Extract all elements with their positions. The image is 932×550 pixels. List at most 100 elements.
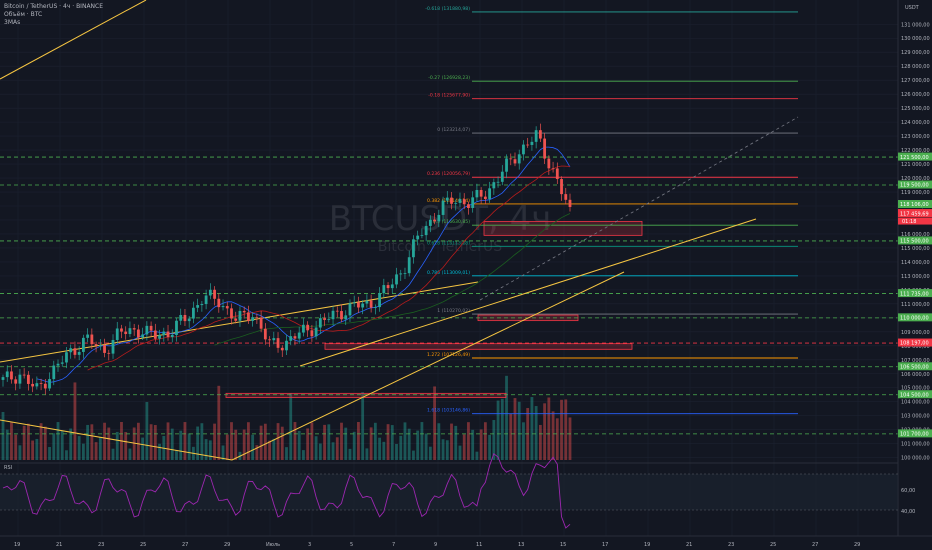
volume-bar xyxy=(272,438,276,460)
volume-bar xyxy=(382,441,386,460)
candle xyxy=(361,303,365,308)
volume-bar xyxy=(475,451,479,460)
volume-bar xyxy=(285,447,288,460)
candle xyxy=(107,352,111,354)
volume-bar xyxy=(196,426,200,460)
price-tick: 120 000,00 xyxy=(901,176,930,182)
volume-bar xyxy=(35,438,39,460)
candle xyxy=(39,383,43,384)
candle xyxy=(69,348,73,353)
volume-bar xyxy=(149,424,153,460)
time-tick: 19 xyxy=(14,542,20,548)
candle xyxy=(120,328,123,332)
fib-label: 1.272 (107126,49) xyxy=(427,352,470,358)
volume-bar xyxy=(77,436,81,460)
candle xyxy=(145,325,149,335)
candle xyxy=(458,199,462,203)
candle xyxy=(416,235,420,240)
time-tick: 9 xyxy=(434,542,437,548)
candle xyxy=(10,371,13,380)
time-tick: 25 xyxy=(770,542,776,548)
price-tag xyxy=(898,289,932,298)
candle xyxy=(103,345,106,353)
volume-bar xyxy=(225,434,229,460)
fib-label: -0.27 (126928,23) xyxy=(428,75,470,81)
price-tick: 103 000,00 xyxy=(901,414,930,420)
volume-bar xyxy=(471,429,475,460)
chart-title[interactable]: Bitcoin / TetherUS · 4ч · BINANCE xyxy=(4,3,104,10)
candle xyxy=(247,312,250,321)
fib-label: -0.18 (125677,90) xyxy=(428,93,470,99)
volume-bar xyxy=(153,425,157,460)
price-tag-label: 106 500,00 xyxy=(900,364,929,370)
moving-average-line xyxy=(214,213,571,346)
candle xyxy=(462,199,466,205)
volume-bar xyxy=(454,425,458,460)
countdown: 01:18 xyxy=(902,219,916,225)
candle xyxy=(48,379,51,389)
price-tick: 114 000,00 xyxy=(901,260,930,266)
candle xyxy=(35,383,39,387)
price-tag xyxy=(898,152,932,161)
volume-bar xyxy=(437,423,441,460)
volume-bar xyxy=(403,422,407,460)
volume-bar xyxy=(479,429,483,460)
candle xyxy=(259,317,263,329)
candle xyxy=(517,154,521,164)
price-tick: 131 000,00 xyxy=(901,22,930,28)
volume-bar xyxy=(407,428,411,460)
volume-bar xyxy=(416,430,420,460)
fib-label: 0.618 (115113,28) xyxy=(427,240,470,246)
candle xyxy=(18,374,22,384)
volume-bar xyxy=(107,427,111,460)
candle xyxy=(547,158,551,169)
volume-bar xyxy=(534,406,538,460)
volume-bar xyxy=(65,450,68,460)
time-tick: 29 xyxy=(854,542,860,548)
candle xyxy=(357,302,360,308)
candle xyxy=(285,340,288,351)
volume-bar xyxy=(10,422,13,460)
candle xyxy=(26,374,30,384)
volume-bar xyxy=(331,442,335,460)
time-tick: 3 xyxy=(308,542,311,548)
price-tick: 124 000,00 xyxy=(901,120,930,126)
candle xyxy=(496,181,500,183)
candle xyxy=(132,328,136,330)
candle xyxy=(175,320,178,335)
candle xyxy=(162,331,166,336)
candle xyxy=(234,318,238,321)
candle xyxy=(149,325,153,331)
candle xyxy=(289,336,293,341)
candle xyxy=(81,337,85,352)
volume-bar xyxy=(344,427,348,460)
time-tick: 21 xyxy=(686,542,692,548)
candle xyxy=(373,307,377,308)
candle xyxy=(115,328,119,340)
volume-bar xyxy=(145,402,149,460)
volume-bar xyxy=(378,437,381,460)
candle xyxy=(467,204,470,208)
price-tick: 123 000,00 xyxy=(901,134,930,140)
price-tag-label: 101 700,00 xyxy=(900,432,929,438)
price-tag xyxy=(898,200,932,209)
volume-bar xyxy=(373,422,377,460)
volume-bar xyxy=(551,411,555,460)
candle xyxy=(1,377,5,380)
volume-bar xyxy=(500,398,504,460)
candle xyxy=(276,338,280,348)
candle xyxy=(492,182,496,189)
price-tick: 128 000,00 xyxy=(901,64,930,70)
supply-zone xyxy=(324,343,633,350)
candle xyxy=(522,144,525,155)
volume-bar xyxy=(128,448,132,460)
time-axis[interactable]: 19 21 23 25 27 29 Июль 3 5 7 9 11 13 15 17 19 21 23 25 27 29 xyxy=(14,542,860,548)
volume-bar xyxy=(386,424,390,460)
candle xyxy=(390,284,394,289)
candle xyxy=(56,363,60,366)
candle xyxy=(314,327,318,337)
volume-bar xyxy=(158,443,161,460)
candle xyxy=(335,310,339,312)
candle xyxy=(255,317,259,318)
